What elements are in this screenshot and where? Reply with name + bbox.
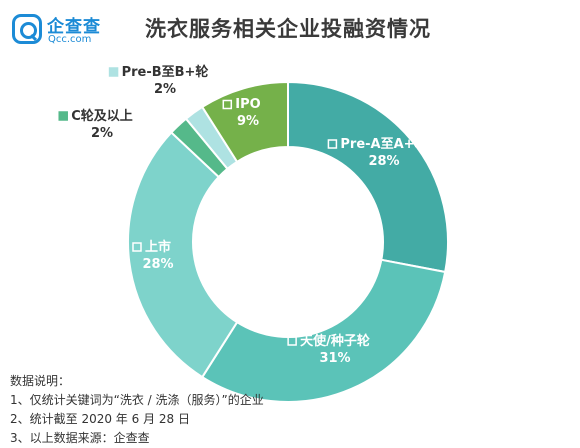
slice-value-1: 31% [319,351,350,366]
slice-1 [200,258,447,403]
notes-line-3: 3、以上数据来源：企查查 [10,431,150,445]
notes-line-1: 1、仅统计关键词为“洗衣 / 洗涤（服务）”的企业 [10,393,264,407]
slice-value-0: 28% [368,154,399,169]
search-icon [12,14,42,44]
notes-heading: 数据说明： [10,374,71,388]
legend-marker-5 [222,99,233,110]
slice-value-3: 2% [91,126,113,141]
chart-title: 洗衣服务相关企业投融资情况 [145,17,431,41]
legend-marker-0 [327,139,338,149]
slice-label-group-4: Pre-B至B+轮 2% [108,64,209,97]
slice-value-5: 9% [237,114,259,129]
slice-value-4: 2% [154,82,176,97]
logo-name: 企查查 [47,17,101,37]
legend-marker-4 [108,67,119,77]
data-notes: 数据说明： 1、仅统计关键词为“洗衣 / 洗涤（服务）”的企业 2、统计截至 2… [10,372,264,448]
slice-label-group-0: Pre-A至A+轮 28% [327,136,428,169]
slice-label-4: Pre-B至B+轮 [122,64,209,80]
legend-marker-2 [132,242,142,252]
slice-label-3: C轮及以上 [71,108,133,124]
slice-0 [287,80,449,274]
slice-label-group-3: C轮及以上 2% [58,108,133,141]
slice-label-group-1: 天使/种子轮 31% [287,333,370,366]
slice-label-group-2: 上市 28% [132,239,174,272]
slice-label-group-5: IPO 9% [222,97,261,129]
slice-label-5: IPO [235,97,260,112]
slice-label-1: 天使/种子轮 [300,333,370,349]
logo: 企查查 Qcc.com [12,10,124,50]
slice-value-2: 28% [142,257,173,272]
slice-label-0: Pre-A至A+轮 [340,136,427,152]
notes-line-2: 2、统计截至 2020 年 6 月 28 日 [10,412,190,426]
legend-marker-1 [287,336,297,346]
logo-domain: Qcc.com [48,34,92,45]
slice-label-2: 上市 [145,239,171,255]
legend-marker-3 [58,111,68,121]
slice-2 [127,131,239,379]
